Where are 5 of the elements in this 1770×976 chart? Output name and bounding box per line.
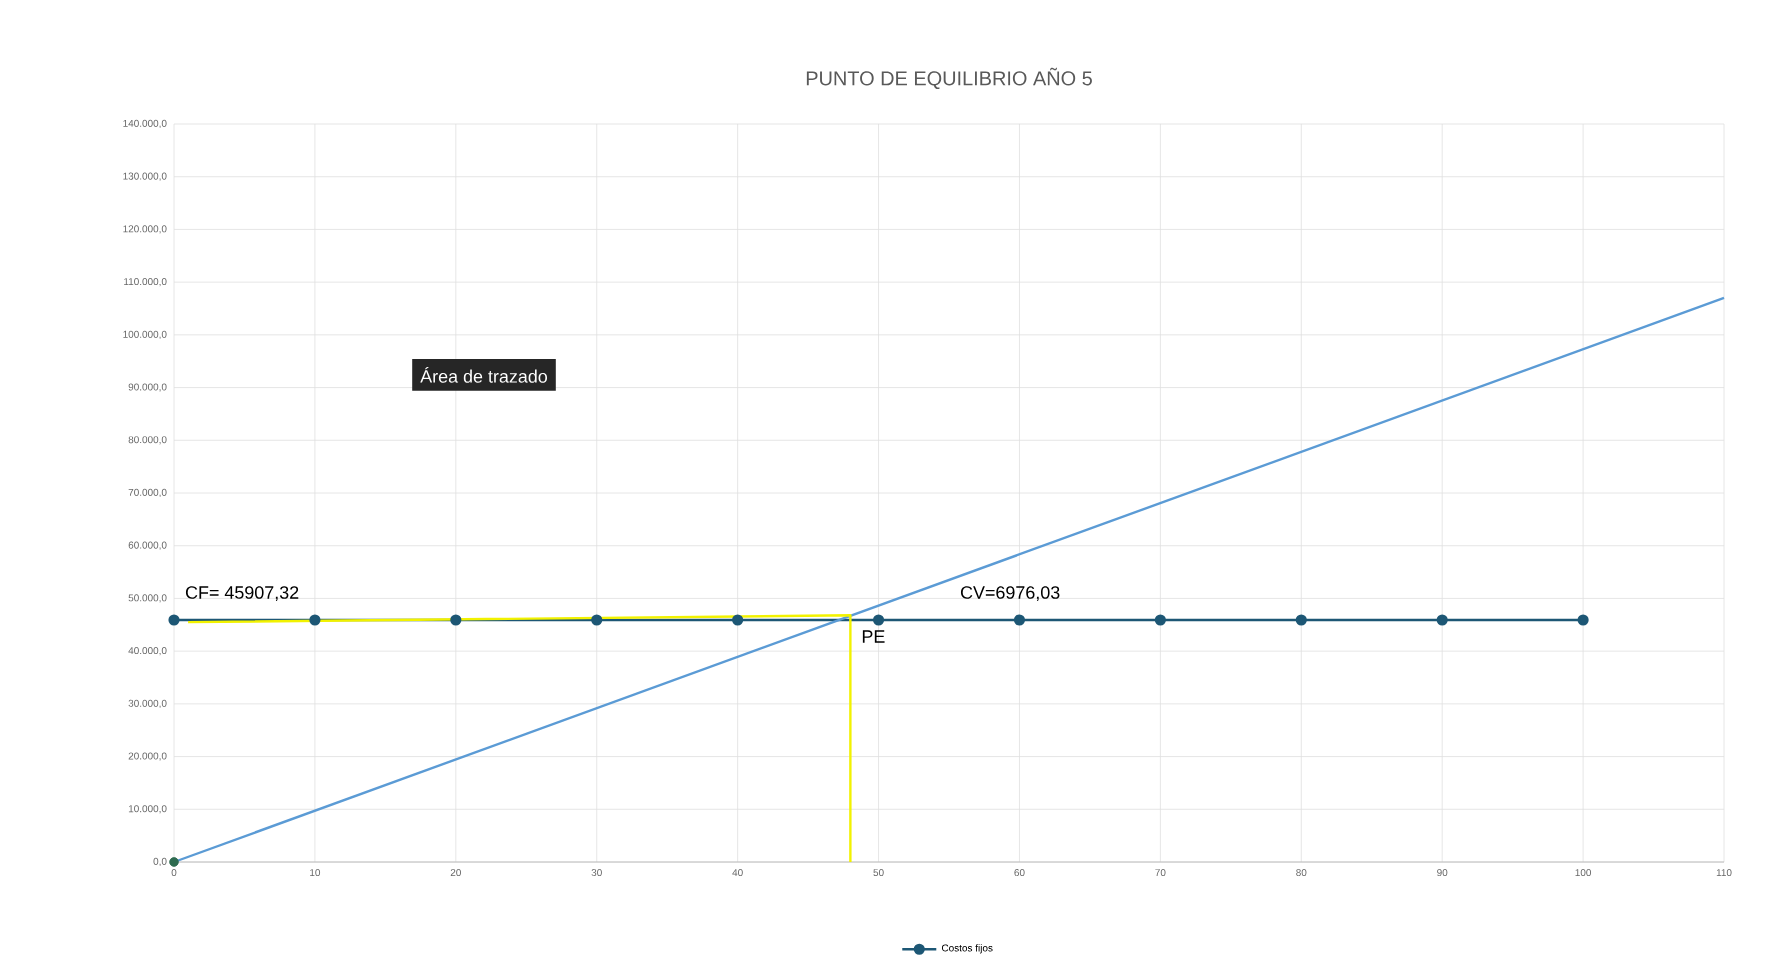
annotation: Área de trazado bbox=[420, 367, 548, 383]
annotation: PE bbox=[862, 630, 885, 643]
annotation: CF= 45907,32 bbox=[185, 586, 299, 601]
annotation: CV=6976,03 bbox=[960, 586, 1060, 601]
chart-title: PUNTO DE EQUILIBRIO AÑO 5 bbox=[806, 67, 1092, 90]
